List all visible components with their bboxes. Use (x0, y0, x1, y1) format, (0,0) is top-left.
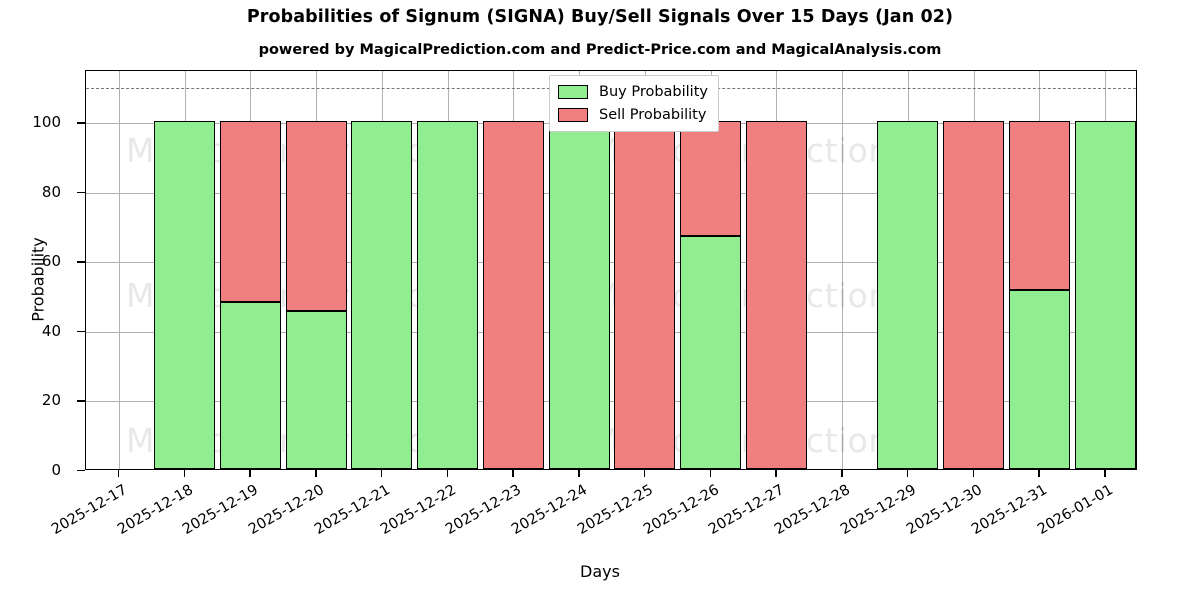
x-axis-label: Days (580, 562, 620, 581)
x-tick-mark (972, 470, 975, 477)
y-tick-mark (77, 330, 85, 333)
x-tick-mark (906, 470, 909, 477)
bar-segment-sell[interactable] (219, 121, 281, 303)
legend-label-sell: Sell Probability (599, 107, 707, 123)
bar-column[interactable] (680, 71, 742, 469)
bar-segment-buy[interactable] (219, 302, 281, 469)
bar-column[interactable] (417, 71, 479, 469)
y-tick-label: 20 (41, 391, 61, 410)
legend-label-buy: Buy Probability (599, 84, 708, 100)
legend-item-sell: Sell Probability (558, 105, 708, 125)
bar-segment-sell[interactable] (680, 121, 742, 236)
x-tick-mark (578, 470, 580, 477)
bar-column[interactable] (285, 71, 347, 469)
y-tick-label: 40 (41, 321, 61, 340)
bar-column[interactable] (482, 71, 544, 469)
gridline-vertical (842, 71, 844, 469)
bar-segment-buy[interactable] (351, 121, 413, 469)
bar-segment-sell[interactable] (614, 121, 676, 469)
bar-segment-sell[interactable] (482, 121, 544, 469)
chart-legend: Buy Probability Sell Probability (549, 75, 719, 132)
bar-column[interactable] (1074, 71, 1136, 469)
x-tick-mark (512, 470, 514, 477)
gridline-horizontal (86, 401, 1136, 403)
chart-title: Probabilities of Signum (SIGNA) Buy/Sell… (246, 7, 954, 27)
legend-swatch-sell (558, 108, 588, 122)
y-tick-label: 80 (41, 182, 61, 201)
bar-segment-buy[interactable] (548, 121, 610, 469)
x-tick-mark (1104, 470, 1106, 477)
bar-segment-sell[interactable] (1008, 121, 1070, 290)
bar-column[interactable] (351, 71, 413, 469)
bar-column[interactable] (614, 71, 676, 469)
legend-swatch-buy (558, 85, 588, 99)
bar-segment-buy[interactable] (680, 235, 742, 469)
bar-segment-sell[interactable] (943, 121, 1005, 469)
bar-column[interactable] (548, 71, 610, 469)
x-tick-mark (446, 470, 449, 477)
x-tick-mark (249, 470, 251, 477)
x-tick-mark (709, 470, 712, 477)
x-tick-mark (380, 470, 383, 477)
bar-column[interactable] (943, 71, 1005, 469)
x-tick-mark (643, 470, 646, 477)
bar-column[interactable] (154, 71, 216, 469)
x-tick-mark (1038, 470, 1040, 477)
bar-column[interactable] (877, 71, 939, 469)
bar-segment-buy[interactable] (417, 121, 479, 469)
gridline-horizontal (86, 192, 1136, 194)
bar-segment-buy[interactable] (285, 310, 347, 469)
y-tick-label: 0 (51, 461, 61, 479)
y-tick-label: 60 (41, 252, 61, 271)
y-tick-mark (77, 191, 85, 194)
bar-segment-buy[interactable] (1074, 121, 1136, 469)
y-tick-mark (77, 261, 85, 263)
bar-segment-buy[interactable] (877, 121, 939, 469)
bar-column[interactable] (1008, 71, 1070, 469)
y-tick-mark (77, 400, 85, 402)
x-tick-mark (183, 470, 186, 477)
chart-subtitle: powered by MagicalPrediction.com and Pre… (258, 42, 942, 58)
bar-segment-sell[interactable] (745, 121, 807, 469)
x-tick-mark (841, 470, 843, 477)
bar-segment-sell[interactable] (285, 121, 347, 311)
y-tick-mark (77, 470, 85, 472)
y-tick-mark (77, 122, 85, 124)
bar-column[interactable] (219, 71, 281, 469)
x-tick-mark (775, 470, 777, 477)
y-axis-label: Probability (28, 237, 48, 322)
gridline-vertical (118, 71, 120, 469)
x-tick-mark (117, 470, 120, 477)
bar-column[interactable] (745, 71, 807, 469)
gridline-horizontal (86, 331, 1136, 333)
bar-segment-buy[interactable] (1008, 289, 1070, 469)
x-tick-mark (315, 470, 317, 477)
gridline-horizontal (86, 262, 1136, 264)
y-tick-label: 100 (32, 113, 61, 132)
bar-segment-buy[interactable] (154, 121, 216, 469)
legend-item-buy: Buy Probability (558, 82, 708, 102)
